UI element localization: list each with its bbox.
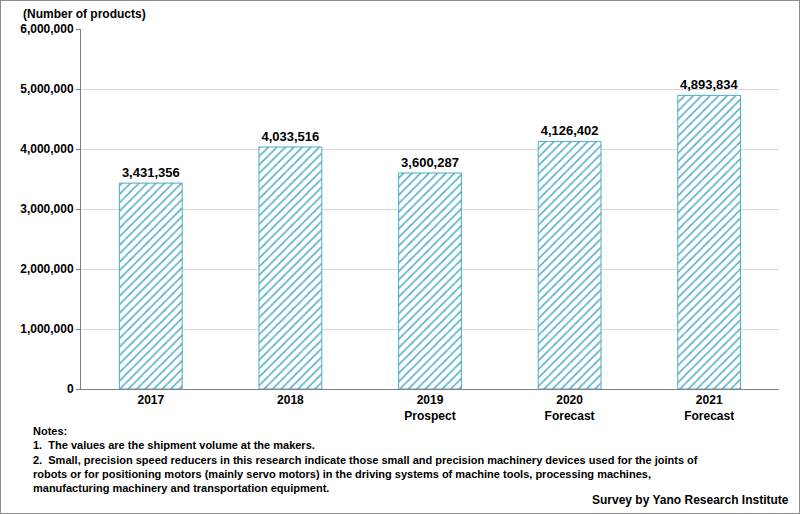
svg-text:1,000,000: 1,000,000	[20, 322, 74, 336]
svg-text:5,000,000: 5,000,000	[20, 82, 74, 96]
svg-text:2017: 2017	[137, 393, 164, 407]
svg-text:2,000,000: 2,000,000	[20, 262, 74, 276]
svg-text:(Number of products): (Number of products)	[23, 7, 146, 21]
svg-text:3,600,287: 3,600,287	[401, 155, 459, 170]
svg-text:6,000,000: 6,000,000	[20, 22, 74, 36]
svg-text:Survey by Yano Research Instit: Survey by Yano Research Institute	[592, 493, 789, 507]
svg-text:4,000,000: 4,000,000	[20, 142, 74, 156]
svg-text:4,893,834: 4,893,834	[680, 77, 739, 92]
svg-text:2021Forecast: 2021Forecast	[684, 393, 734, 423]
svg-text:3,431,356: 3,431,356	[122, 165, 180, 180]
svg-text:4,126,402: 4,126,402	[541, 123, 599, 138]
svg-text:2020Forecast: 2020Forecast	[545, 393, 595, 423]
svg-text:2019Prospect: 2019Prospect	[404, 393, 455, 423]
svg-text:3,000,000: 3,000,000	[20, 202, 74, 216]
svg-text:Notes:1. The values are the s: Notes:1. The values are the shipment vol…	[33, 425, 698, 494]
svg-text:0: 0	[67, 382, 74, 396]
svg-text:4,033,516: 4,033,516	[261, 129, 319, 144]
svg-text:2018: 2018	[277, 393, 304, 407]
